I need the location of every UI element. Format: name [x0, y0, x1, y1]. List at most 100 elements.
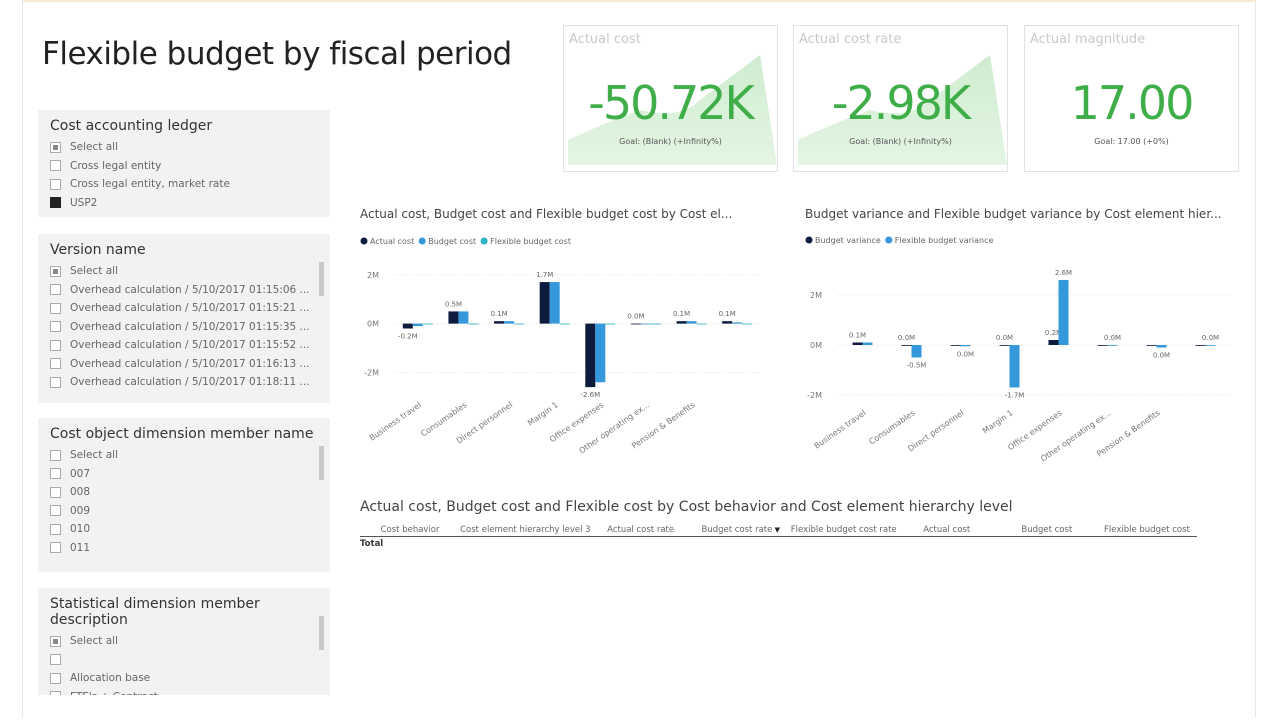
column-header[interactable]: Actual cost	[923, 524, 971, 535]
checkbox	[50, 197, 61, 209]
scrollbar	[319, 262, 324, 296]
checkbox	[50, 449, 61, 461]
slicer-item[interactable]: Select all	[50, 632, 318, 651]
slicer-title: Cost accounting ledger	[50, 118, 213, 134]
checkbox	[50, 265, 61, 277]
data-label: -0.2M	[398, 333, 418, 341]
data-label: 0.0M	[1153, 352, 1170, 360]
bar	[595, 323, 606, 383]
legend-label: Budget cost	[428, 237, 476, 246]
data-label: 0.0M	[1104, 334, 1121, 342]
x-tick-label: Margin 1	[526, 400, 560, 427]
checkbox	[50, 486, 61, 498]
bar	[911, 345, 922, 358]
slicer-item[interactable]: 009	[50, 502, 318, 521]
bar	[696, 323, 707, 325]
item-label: Select all	[70, 265, 118, 278]
data-label: -2.6M	[580, 391, 600, 399]
checkbox	[50, 635, 61, 647]
slicer-item[interactable]: Overhead calculation / 5/10/2017 01:15:3…	[50, 318, 318, 337]
kpi-value: 17.00	[1070, 76, 1195, 130]
slicer-item[interactable]: FTE's + Contract	[50, 688, 318, 695]
data-label: -1.7M	[1005, 392, 1025, 400]
slicer-item[interactable]: Allocation base	[50, 669, 318, 688]
bar	[402, 323, 413, 329]
bar	[630, 323, 641, 325]
bar	[862, 342, 873, 345]
column-header[interactable]: Flexible budget cost	[1103, 524, 1190, 535]
legend-marker	[805, 236, 813, 244]
report-page	[22, 0, 1256, 718]
report-title: Flexible budget by fiscal period	[42, 36, 512, 72]
data-label: 0.5M	[445, 300, 462, 308]
bar	[742, 323, 753, 325]
table-title: Actual cost, Budget cost and Flexible co…	[360, 499, 1013, 515]
column-header[interactable]: Actual cost rate	[607, 524, 675, 535]
checkbox	[50, 141, 61, 153]
legend-label: Flexible budget cost	[490, 237, 571, 246]
slicer-item[interactable]: USP2	[50, 194, 318, 213]
bar	[722, 321, 733, 324]
slicer-title: Version name	[50, 242, 146, 258]
item-label: USP2	[70, 196, 98, 209]
item-label: Cross legal entity, market rate	[70, 178, 230, 191]
checkbox	[50, 691, 61, 695]
slicer: Cost accounting ledger Select all Cross le…	[38, 110, 330, 217]
kpi-title: Actual cost	[569, 32, 641, 47]
bar	[494, 321, 505, 324]
item-label: Allocation base	[70, 672, 151, 685]
bar	[901, 345, 912, 346]
item-label: Overhead calculation / 5/10/2017 01:15:0…	[70, 283, 310, 296]
item-label: 008	[70, 486, 91, 499]
slicer-item[interactable]: Select all	[50, 138, 318, 157]
bar	[422, 323, 433, 325]
item-label: Overhead calculation / 5/10/2017 01:15:2…	[70, 302, 310, 315]
bar	[468, 323, 479, 325]
slicer-item[interactable]: Overhead calculation / 5/10/2017 01:15:0…	[50, 281, 318, 300]
legend-marker	[418, 237, 426, 245]
slicer-item[interactable]: Overhead calculation / 5/10/2017 01:15:2…	[50, 299, 318, 318]
x-tick-label: Consumables	[867, 408, 916, 446]
item-label: 009	[70, 504, 91, 517]
bar	[1097, 345, 1108, 346]
bar	[514, 323, 525, 325]
checkbox	[50, 284, 61, 296]
slicer-item[interactable]: Overhead calculation / 5/10/2017 01:18:1…	[50, 373, 318, 392]
legend-label: Budget variance	[815, 236, 881, 245]
bar	[1009, 345, 1020, 388]
bar	[1048, 340, 1059, 345]
data-label: -0.5M	[907, 362, 927, 370]
slicer: Cost object dimension member name Select …	[38, 418, 330, 572]
slicer-item[interactable]: 011	[50, 539, 318, 558]
slicer-title: Cost object dimension member name	[50, 426, 314, 442]
y-tick-label: 2M	[367, 271, 379, 280]
bar	[650, 323, 661, 325]
item-label: 010	[70, 523, 91, 536]
column-header[interactable]: Cost element hierarchy level 3	[460, 524, 591, 535]
slicer-item[interactable]: Select all	[50, 262, 318, 281]
column-header[interactable]: Budget cost	[1021, 524, 1073, 535]
item-label: Select all	[70, 635, 118, 648]
slicer-item[interactable]: Overhead calculation / 5/10/2017 01:15:5…	[50, 336, 318, 355]
slicer-item[interactable]: Overhead calculation / 5/10/2017 01:16:1…	[50, 355, 318, 374]
bar	[640, 323, 651, 325]
kpi-title: Actual magnitude	[1030, 32, 1146, 47]
slicer-item[interactable]	[50, 651, 318, 670]
column-header[interactable]: Flexible budget cost rate	[790, 524, 897, 535]
y-tick-label: 0M	[367, 320, 379, 329]
column-header[interactable]: Budget cost rate ▼	[701, 524, 780, 535]
slicer-item[interactable]: Cross legal entity, market rate	[50, 175, 318, 194]
data-label: 0.2M	[1045, 329, 1062, 337]
slicer-item[interactable]: Cross legal entity	[50, 157, 318, 176]
slicer: Version name Select all Overhead calculati…	[38, 234, 330, 403]
kpi-goal: Goal: (Blank) (+Infinity%)	[849, 137, 952, 146]
table: Cost behavior Cost element hierarchy leve…	[360, 523, 1197, 549]
slicer-item[interactable]: 008	[50, 483, 318, 502]
checkbox	[50, 523, 61, 535]
item-label: Overhead calculation / 5/10/2017 01:15:3…	[70, 320, 310, 333]
column-header[interactable]: Cost behavior	[380, 524, 440, 535]
slicer-item[interactable]: Select all	[50, 446, 318, 465]
slicer-item[interactable]: 010	[50, 520, 318, 539]
slicer-item[interactable]: 007	[50, 465, 318, 484]
data-label: 0.1M	[849, 332, 866, 340]
